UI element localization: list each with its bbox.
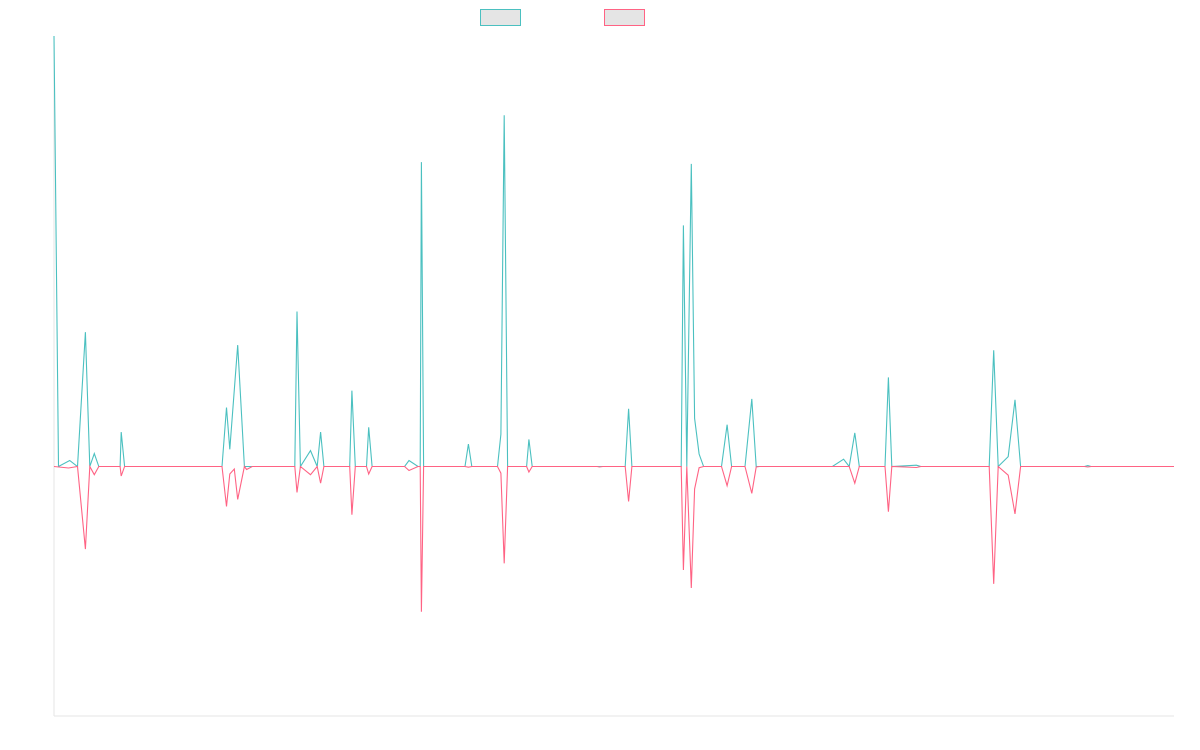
series-layer — [53, 35, 1174, 612]
legend-swatch-1[interactable] — [480, 9, 521, 26]
legend — [480, 9, 645, 26]
series-line-2 — [53, 464, 1174, 612]
series-line-1 — [53, 35, 1174, 469]
axes — [53, 36, 1174, 717]
legend-swatch-2[interactable] — [604, 9, 645, 26]
